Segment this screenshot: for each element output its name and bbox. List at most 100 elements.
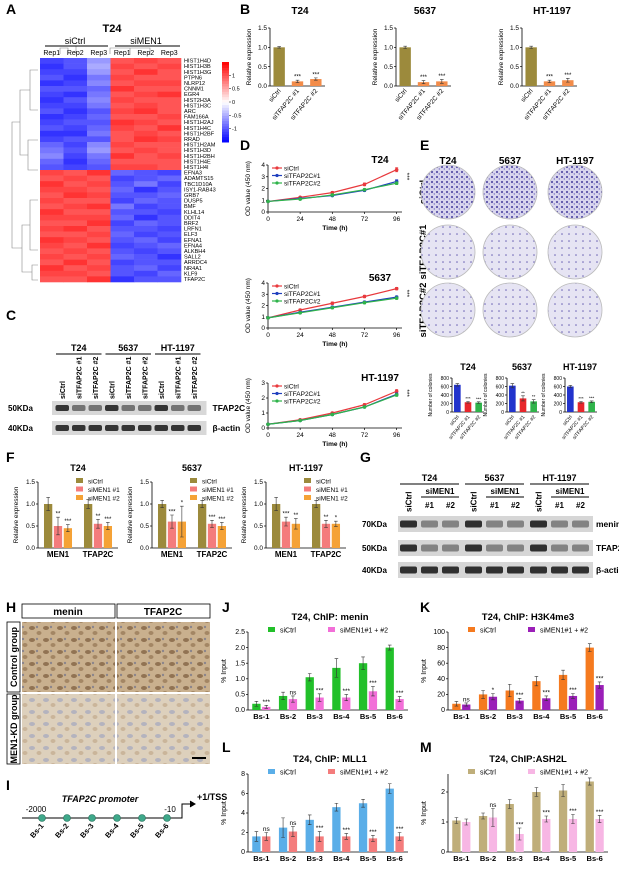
x-tick-label: siCtrl bbox=[268, 87, 283, 103]
gene-label: HIST1H2BH bbox=[184, 154, 215, 160]
significance: *** bbox=[218, 517, 226, 523]
y-tick-label: 0.0 bbox=[258, 83, 267, 90]
x-tick-label: MEN1 bbox=[161, 550, 184, 559]
ihc-column: menin bbox=[53, 607, 82, 618]
error-bar bbox=[510, 383, 515, 389]
blot-band bbox=[138, 425, 152, 431]
heatmap-cell bbox=[157, 186, 182, 193]
y-tick-label: 1 bbox=[441, 819, 445, 826]
heatmap-cell bbox=[157, 130, 182, 137]
y-tick-label: 600 bbox=[496, 385, 505, 391]
bar bbox=[519, 398, 527, 412]
gene-label: HIST1H4D bbox=[184, 59, 211, 65]
error-bar bbox=[295, 79, 300, 83]
error-bar bbox=[476, 401, 481, 404]
x-tick-label: 48 bbox=[329, 332, 337, 339]
error-bar bbox=[455, 383, 460, 387]
y-tick-label: 0 bbox=[441, 849, 445, 856]
error-bar bbox=[371, 835, 375, 842]
heatmap-cell bbox=[110, 74, 135, 81]
gene-label: HIST1H3B bbox=[184, 64, 211, 70]
heatmap-cell bbox=[87, 58, 111, 64]
colorbar-label: 0 bbox=[232, 100, 235, 106]
heatmap-cell bbox=[157, 237, 182, 244]
heatmap-cell bbox=[110, 181, 135, 188]
lane-label: siTFAP2C #1 bbox=[126, 356, 133, 399]
blot-band bbox=[442, 566, 459, 574]
significance: *** bbox=[294, 75, 302, 81]
significance: *** bbox=[516, 692, 524, 699]
x-tick-label: 24 bbox=[297, 332, 305, 339]
y-tick-label: 1 bbox=[261, 314, 265, 321]
error-bar bbox=[86, 499, 90, 509]
heatmap-cell bbox=[40, 136, 64, 143]
heatmap-cell bbox=[40, 147, 64, 154]
error-bar bbox=[521, 395, 525, 402]
legend-label: siMEN1#1 + #2 bbox=[340, 627, 388, 634]
heatmap-cell bbox=[87, 91, 111, 98]
colorbar-segment bbox=[222, 88, 229, 92]
bar bbox=[464, 402, 472, 412]
significance: *** bbox=[465, 396, 471, 401]
heatmap-cell bbox=[110, 108, 135, 115]
colony-plate bbox=[547, 164, 603, 220]
bar bbox=[395, 836, 404, 852]
heatmap-cell bbox=[134, 130, 158, 137]
significance: *** bbox=[546, 75, 554, 81]
blot-band bbox=[486, 520, 503, 528]
site-label: Bs-3 bbox=[78, 822, 95, 840]
heatmap-cell bbox=[157, 254, 182, 260]
chart-title: T24 bbox=[460, 362, 476, 372]
heatmap-cell bbox=[110, 254, 135, 260]
x-tick-label: Bs-1 bbox=[253, 854, 269, 863]
panel-label: D bbox=[240, 137, 250, 153]
heatmap-cell bbox=[87, 108, 111, 115]
colorbar-segment bbox=[222, 110, 229, 114]
heatmap-cell bbox=[63, 214, 88, 221]
data-point bbox=[362, 405, 367, 409]
significance: *** bbox=[438, 74, 446, 80]
heatmap-cell bbox=[87, 181, 111, 188]
significance: *** bbox=[589, 395, 595, 400]
blot-band bbox=[88, 425, 102, 431]
error-bar bbox=[170, 514, 174, 529]
chart-title: 5637 bbox=[414, 6, 437, 17]
heatmap-cell bbox=[110, 203, 135, 210]
error-bar bbox=[344, 833, 349, 840]
heatmap-cell bbox=[63, 186, 88, 193]
bar bbox=[311, 504, 321, 548]
blot-band bbox=[171, 425, 185, 431]
x-tick-label: Bs-1 bbox=[453, 854, 469, 863]
heatmap-cell bbox=[40, 276, 64, 283]
significance: *** bbox=[64, 519, 72, 525]
colorbar-segment bbox=[222, 78, 229, 82]
bar bbox=[331, 523, 341, 548]
legend-label: siTFAP2C#2 bbox=[284, 298, 321, 305]
protein-label: menin bbox=[596, 519, 619, 529]
heatmap-cell bbox=[110, 119, 135, 126]
gene-label: HIST1H3G bbox=[184, 70, 211, 76]
bar bbox=[252, 703, 261, 710]
data-point bbox=[394, 389, 399, 394]
lane-label: siCtrl bbox=[109, 381, 116, 399]
significance: *** bbox=[208, 515, 216, 521]
binding-site bbox=[88, 814, 96, 822]
error-bar bbox=[334, 520, 338, 527]
significance: *** bbox=[342, 688, 350, 695]
y-tick-label: 2 bbox=[261, 186, 265, 193]
y-tick-label: 40 bbox=[437, 676, 445, 683]
colony-plate bbox=[482, 164, 538, 220]
legend-swatch bbox=[268, 627, 275, 632]
colorbar-segment bbox=[222, 94, 229, 98]
y-tick-label: 0.0 bbox=[510, 83, 519, 90]
blot-band bbox=[154, 425, 168, 431]
heatmap-cell bbox=[157, 276, 182, 283]
heatmap-cell bbox=[110, 231, 135, 238]
lane-label: #1 bbox=[555, 501, 564, 510]
heatmap-cell bbox=[87, 209, 111, 216]
heatmap-cell bbox=[110, 91, 135, 98]
heatmap-cell bbox=[134, 237, 158, 244]
blot-strip bbox=[398, 516, 593, 532]
lane-label: siCtrl bbox=[405, 492, 414, 512]
heatmap-cell bbox=[40, 231, 64, 238]
